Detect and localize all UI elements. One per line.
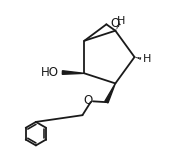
Text: H: H bbox=[143, 54, 151, 65]
Polygon shape bbox=[105, 83, 115, 103]
Text: HO: HO bbox=[41, 66, 59, 79]
Text: H: H bbox=[116, 16, 125, 26]
Text: O: O bbox=[110, 16, 120, 30]
Text: O: O bbox=[83, 94, 92, 107]
Polygon shape bbox=[62, 71, 84, 74]
